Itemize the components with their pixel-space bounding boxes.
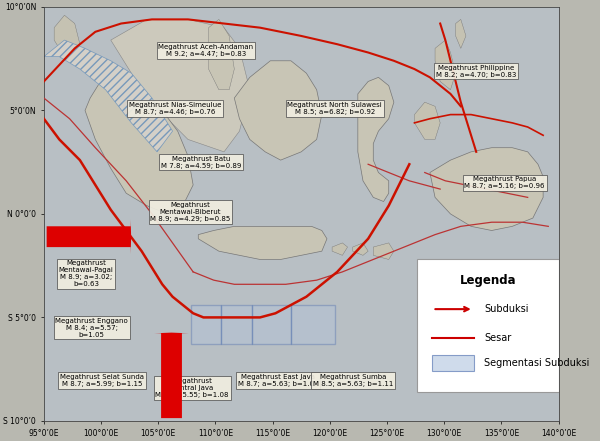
Text: Megathrust Batu
M 7.8; a=4.59; b=0.89: Megathrust Batu M 7.8; a=4.59; b=0.89 [161,156,241,169]
Text: Megathrust North Sulawesi
M 8.5; a=6.82; b=0.92: Megathrust North Sulawesi M 8.5; a=6.82;… [287,102,382,115]
Text: Segmentasi Subduksi: Segmentasi Subduksi [484,358,589,368]
Bar [291,305,335,344]
Polygon shape [54,15,80,61]
Bar [253,305,291,344]
Text: Megathrust
Mentawai-Biberut
M 8.9; a=4.29; b=0.85: Megathrust Mentawai-Biberut M 8.9; a=4.2… [151,202,230,222]
Text: Megathrust Papua
M 8.7; a=5.16; b=0.96: Megathrust Papua M 8.7; a=5.16; b=0.96 [464,176,545,189]
Text: Sesar: Sesar [484,333,511,343]
Text: Megathrust Nias-Simeulue
M 8.7; a=4.46; b=0.76: Megathrust Nias-Simeulue M 8.7; a=4.46; … [129,102,221,115]
Polygon shape [415,102,440,139]
Polygon shape [455,19,466,49]
Text: Megathrust Sumba
M 8.5; a=5.63; b=1.11: Megathrust Sumba M 8.5; a=5.63; b=1.11 [313,374,393,387]
Text: Subduksi: Subduksi [484,304,529,314]
Polygon shape [44,40,173,152]
Text: Megathrust Selat Sunda
M 8.7; a=5.99; b=1.15: Megathrust Selat Sunda M 8.7; a=5.99; b=… [60,374,144,387]
Text: Megathrust Enggano
M 8.4; a=5.57;
b=1.05: Megathrust Enggano M 8.4; a=5.57; b=1.05 [55,318,128,338]
Polygon shape [44,7,559,421]
Polygon shape [235,61,322,160]
Polygon shape [358,77,394,202]
Text: Megathrust Philippine
M 8.2; a=4.70; b=0.83: Megathrust Philippine M 8.2; a=4.70; b=0… [436,65,517,78]
Polygon shape [332,243,347,255]
Text: Megathrust
Mentawai-Pagai
M 8.9; a=3.02;
b=0.63: Megathrust Mentawai-Pagai M 8.9; a=3.02;… [59,261,113,288]
Text: Legenda: Legenda [460,274,516,287]
Polygon shape [198,226,327,259]
Polygon shape [435,40,455,90]
Bar [191,305,221,344]
Polygon shape [353,243,368,255]
Bar [221,305,253,344]
Polygon shape [209,19,235,90]
Polygon shape [111,19,250,152]
Bar [433,355,473,371]
Polygon shape [430,148,543,231]
Polygon shape [373,243,394,259]
Text: Megathrust East Java
M 8.7; a=5.63; b=1.08: Megathrust East Java M 8.7; a=5.63; b=1.… [238,374,319,387]
Text: Megathrust Aceh-Andaman
M 9.2; a=4.47; b=0.83: Megathrust Aceh-Andaman M 9.2; a=4.47; b… [158,44,254,57]
Polygon shape [85,77,193,214]
FancyBboxPatch shape [417,259,559,392]
Text: Megathrust
Central Java
M...; a=5.55; b=1.08: Megathrust Central Java M...; a=5.55; b=… [155,378,229,398]
